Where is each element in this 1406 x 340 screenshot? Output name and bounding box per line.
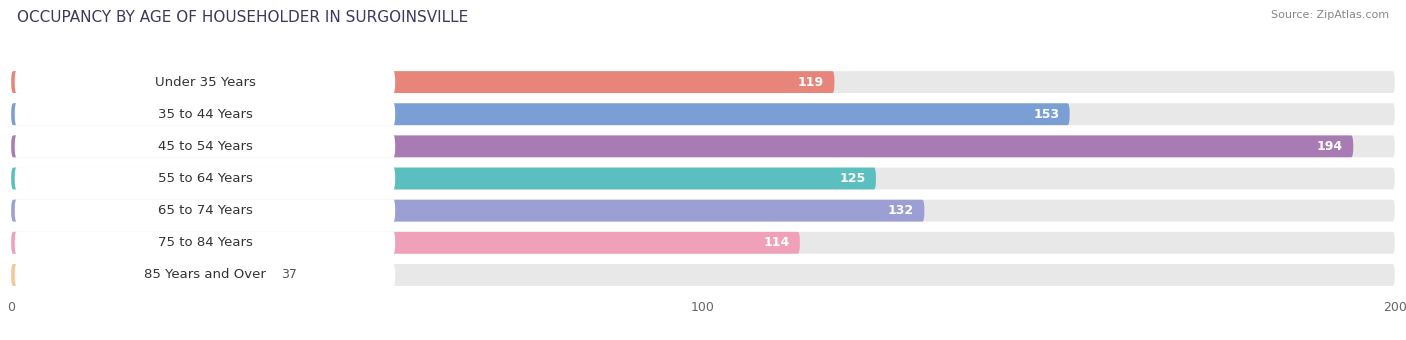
FancyBboxPatch shape [11, 71, 1395, 93]
FancyBboxPatch shape [11, 71, 834, 93]
FancyBboxPatch shape [11, 200, 924, 222]
FancyBboxPatch shape [11, 232, 800, 254]
FancyBboxPatch shape [14, 135, 395, 158]
FancyBboxPatch shape [14, 264, 395, 286]
Text: 75 to 84 Years: 75 to 84 Years [157, 236, 252, 249]
FancyBboxPatch shape [14, 167, 395, 190]
FancyBboxPatch shape [11, 200, 1395, 222]
FancyBboxPatch shape [14, 199, 395, 222]
FancyBboxPatch shape [11, 103, 1395, 125]
Text: 45 to 54 Years: 45 to 54 Years [157, 140, 252, 153]
Text: Source: ZipAtlas.com: Source: ZipAtlas.com [1271, 10, 1389, 20]
FancyBboxPatch shape [11, 264, 1395, 286]
Text: 55 to 64 Years: 55 to 64 Years [157, 172, 252, 185]
Text: 85 Years and Over: 85 Years and Over [143, 268, 266, 282]
FancyBboxPatch shape [11, 103, 1070, 125]
FancyBboxPatch shape [11, 168, 876, 189]
Text: 37: 37 [281, 268, 297, 282]
Text: 65 to 74 Years: 65 to 74 Years [157, 204, 252, 217]
FancyBboxPatch shape [11, 135, 1353, 157]
Text: 119: 119 [799, 75, 824, 89]
FancyBboxPatch shape [11, 135, 1395, 157]
Text: Under 35 Years: Under 35 Years [155, 75, 256, 89]
Text: 35 to 44 Years: 35 to 44 Years [157, 108, 252, 121]
FancyBboxPatch shape [11, 264, 267, 286]
FancyBboxPatch shape [14, 231, 395, 254]
FancyBboxPatch shape [14, 103, 395, 126]
FancyBboxPatch shape [11, 232, 1395, 254]
Text: 132: 132 [887, 204, 914, 217]
Text: 114: 114 [763, 236, 790, 249]
Text: 194: 194 [1317, 140, 1343, 153]
FancyBboxPatch shape [14, 71, 395, 94]
Text: 153: 153 [1033, 108, 1059, 121]
Text: 125: 125 [839, 172, 866, 185]
Text: OCCUPANCY BY AGE OF HOUSEHOLDER IN SURGOINSVILLE: OCCUPANCY BY AGE OF HOUSEHOLDER IN SURGO… [17, 10, 468, 25]
FancyBboxPatch shape [11, 168, 1395, 189]
